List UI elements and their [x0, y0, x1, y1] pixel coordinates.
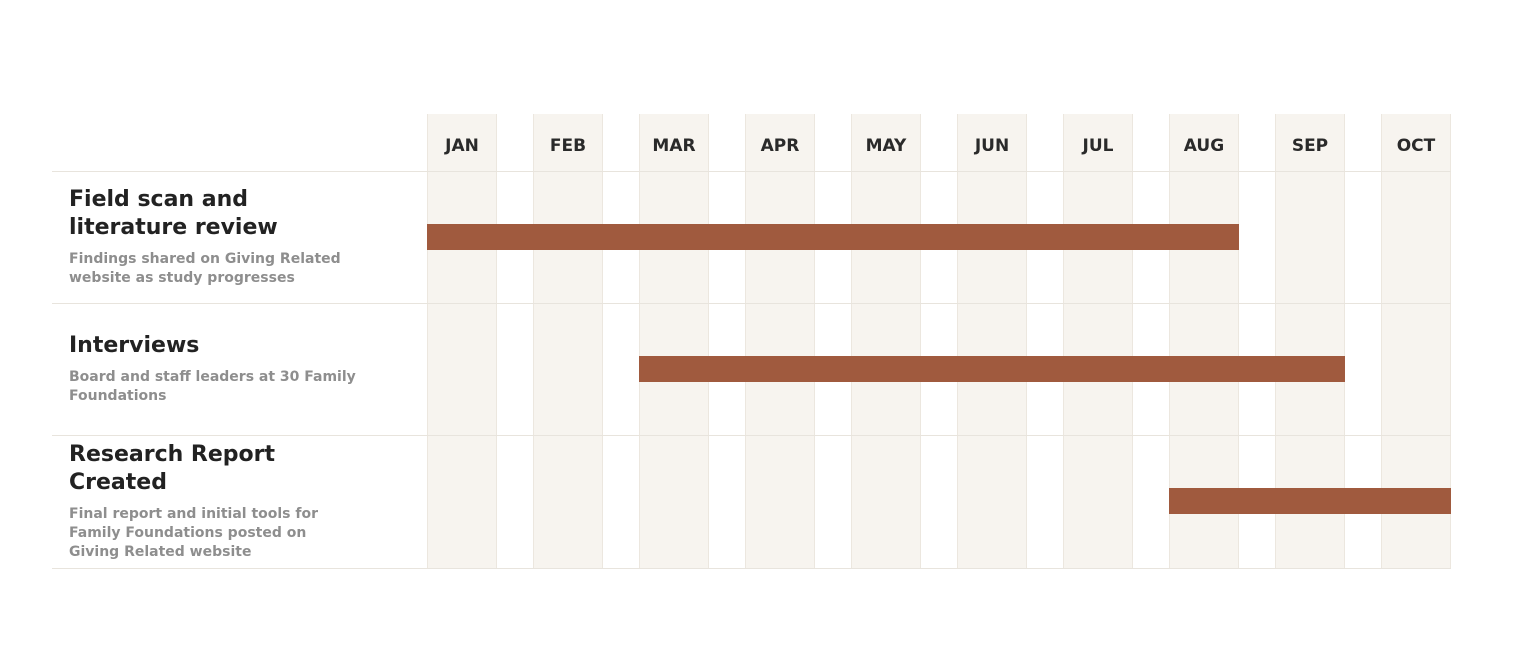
task-title: Interviews	[69, 333, 200, 358]
row-divider	[52, 568, 1451, 569]
month-column-jun	[957, 114, 1027, 568]
row-divider	[52, 435, 1451, 436]
month-label-may: MAY	[865, 136, 907, 156]
month-column-jan	[427, 114, 497, 568]
month-label-aug: AUG	[1183, 136, 1225, 156]
month-column-jul	[1063, 114, 1133, 568]
month-label-jul: JUL	[1082, 136, 1114, 156]
month-label-jun: JUN	[974, 136, 1010, 156]
month-label-mar: MAR	[652, 136, 696, 156]
month-label-oct: OCT	[1396, 136, 1436, 156]
task-title: Field scan and literature review	[69, 187, 278, 240]
task-description: Board and staff leaders at 30 Family Fou…	[69, 369, 356, 404]
month-label-sep: SEP	[1291, 136, 1329, 156]
month-column-apr	[745, 114, 815, 568]
task-bar	[639, 356, 1345, 382]
task-bar	[427, 224, 1239, 250]
row-divider	[52, 171, 1451, 172]
task-title: Research Report Created	[69, 442, 276, 495]
task-description: Findings shared on Giving Related websit…	[69, 251, 341, 286]
month-label-jan: JAN	[445, 136, 479, 156]
month-column-feb	[533, 114, 603, 568]
task-bar	[1169, 488, 1451, 514]
month-label-feb: FEB	[549, 136, 587, 156]
month-column-may	[851, 114, 921, 568]
row-divider	[52, 303, 1451, 304]
task-description: Final report and initial tools for Famil…	[69, 506, 318, 560]
month-column-mar	[639, 114, 709, 568]
month-label-apr: APR	[760, 136, 800, 156]
